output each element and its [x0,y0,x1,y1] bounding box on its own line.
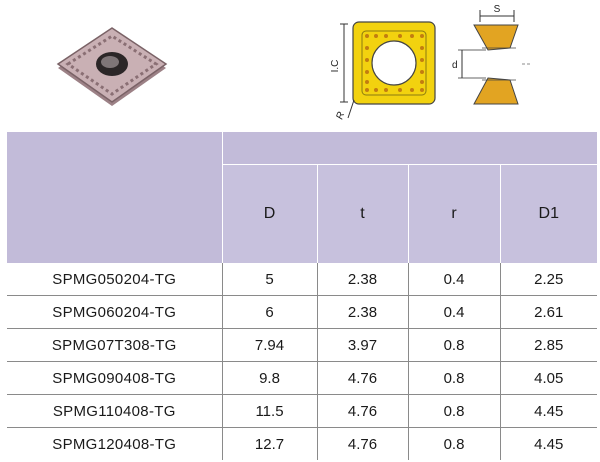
t-cell: 4.76 [316,427,408,460]
spec-table-container: D t r D1 SPMG050204-TG 5 2.38 0.4 2.25 S… [7,132,597,462]
d-cell: 5 [221,263,317,296]
r-cell: 0.8 [407,427,500,460]
model-cell: SPMG090408-TG [7,361,222,395]
table-header-band [7,132,597,263]
model-cell: SPMG07T308-TG [7,328,222,362]
table-row: SPMG090408-TG 9.8 4.76 0.8 4.05 [7,361,597,395]
model-cell: SPMG050204-TG [7,263,222,296]
r-cell: 0.4 [407,263,500,296]
d1-cell: 4.45 [499,427,597,460]
d-cell: 6 [221,295,317,329]
column-header-D: D [221,163,317,263]
s-label: S [494,4,501,15]
r-label: R [334,110,347,121]
insert-section-diagram: S d [452,4,532,105]
d1-cell: 2.25 [499,263,597,296]
d-label: d [452,60,458,71]
r-cell: 0.8 [407,328,500,362]
d1-cell: 2.85 [499,328,597,362]
model-cell: SPMG120408-TG [52,435,177,453]
table-row: SPMG050204-TG 5 2.38 0.4 2.25 [7,263,597,296]
table-row: SPMG060204-TG 6 2.38 0.4 2.61 [7,295,597,329]
d-cell: 12.7 [221,427,317,460]
ic-label: I.C [330,60,341,73]
t-cell: 4.76 [316,361,408,395]
header-blank-cell [7,132,223,263]
column-header-D1: D1 [499,163,597,263]
d-cell: 7.94 [221,328,317,362]
r-cell: 0.4 [407,295,500,329]
t-cell: 4.76 [316,394,408,428]
d1-cell: 2.61 [499,295,597,329]
table-row: SPMG110408-TG 11.5 4.76 0.8 4.45 [7,394,597,428]
r-cell: 0.8 [407,394,500,428]
table-row: SPMG120408-TG 12.7 4.76 0.8 4.45 [7,427,597,460]
model-cell: SPMG060204-TG [7,295,222,329]
insert-photo [56,27,168,106]
table-row: SPMG07T308-TG 7.94 3.97 0.8 2.85 [7,328,597,362]
header-top-band [222,132,597,164]
r-cell: 0.8 [407,361,500,395]
d-cell: 9.8 [221,361,317,395]
model-cell: SPMG110408-TG [7,394,222,428]
d1-cell: 4.05 [499,361,597,395]
d-cell: 11.5 [221,394,317,428]
column-header-t: t [316,163,408,263]
product-illustrations: I.C R S d [0,0,600,132]
column-header-r: r [407,163,500,263]
t-cell: 3.97 [316,328,408,362]
d1-cell: 4.45 [499,394,597,428]
t-cell: 2.38 [316,295,408,329]
t-cell: 2.38 [316,263,408,296]
insert-front-view-diagram: I.C R [330,21,436,121]
spec-table: D t r D1 SPMG050204-TG 5 2.38 0.4 2.25 S… [7,132,597,460]
